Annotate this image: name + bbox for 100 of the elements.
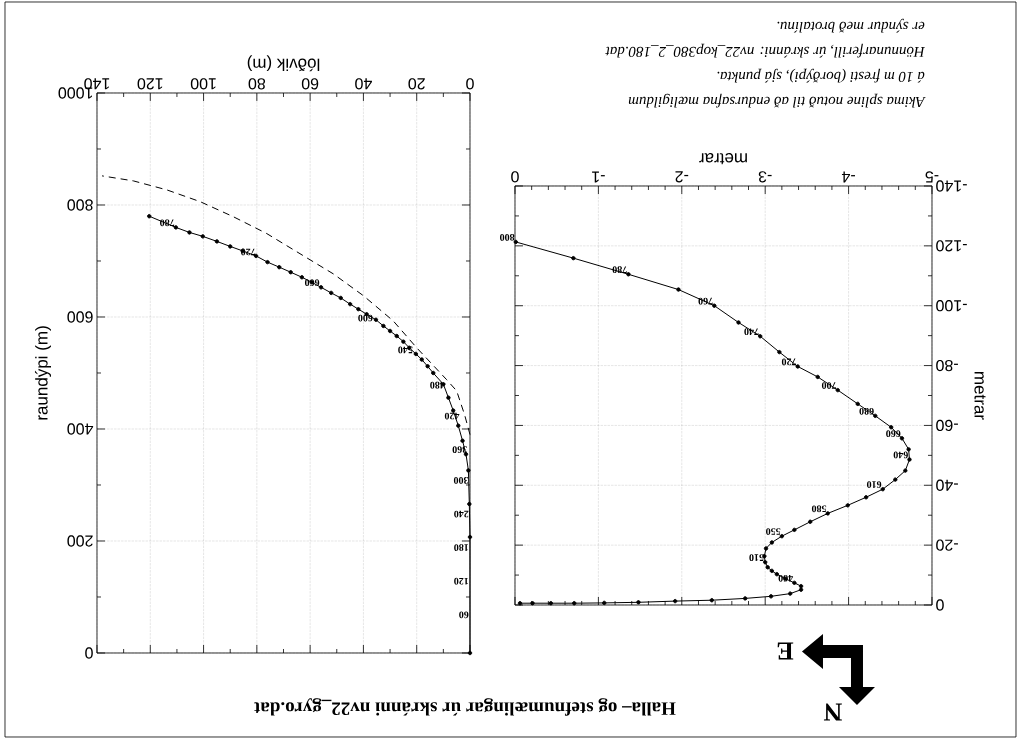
annotation: 720 <box>781 358 796 366</box>
x-tick-label: 100 <box>190 78 216 90</box>
y-tick-label: -120 <box>936 240 967 252</box>
point <box>795 364 800 369</box>
point <box>899 436 905 441</box>
y-tick-label: 200 <box>67 535 93 547</box>
point <box>855 401 860 407</box>
x-tick-label: 60 <box>301 78 319 90</box>
point <box>328 290 334 296</box>
annotation: 580 <box>811 505 827 513</box>
point <box>173 225 179 230</box>
point <box>572 601 577 606</box>
point <box>835 387 840 393</box>
x-tick-label: -4 <box>841 171 855 183</box>
annotation: 760 <box>698 297 713 305</box>
point <box>815 374 820 380</box>
y-tick-label: -60 <box>936 419 958 432</box>
point <box>712 303 717 308</box>
x-axis-title: lóðvik (m) <box>247 55 320 72</box>
point <box>467 534 473 540</box>
point <box>742 596 748 601</box>
point <box>460 438 465 443</box>
point <box>571 255 576 261</box>
point <box>736 320 741 325</box>
text: E <box>777 642 794 660</box>
annotation: 780 <box>160 219 175 227</box>
point <box>277 264 282 270</box>
point <box>602 600 607 606</box>
point <box>288 269 293 275</box>
point <box>798 583 804 589</box>
point <box>356 306 361 312</box>
point <box>228 244 233 249</box>
annotation: 640 <box>893 451 908 459</box>
point <box>466 468 471 473</box>
annotation: 610 <box>866 481 882 488</box>
annotation: 680 <box>859 407 874 415</box>
annotation: 420 <box>444 412 460 420</box>
point <box>765 565 770 570</box>
text: á 10 m fresti (borðýpi), sjá punkta. <box>717 68 925 83</box>
annotation: 660 <box>886 430 901 438</box>
y-tick-label: -20 <box>936 539 958 551</box>
point <box>530 601 535 606</box>
point <box>873 413 878 419</box>
point <box>757 334 763 339</box>
x-axis-title: metrar <box>699 153 747 165</box>
x-tick-label: 0 <box>511 171 519 183</box>
point <box>381 323 386 329</box>
annotation: 740 <box>744 328 759 336</box>
point <box>299 275 305 280</box>
point <box>907 457 912 462</box>
annotation: 510 <box>749 554 764 561</box>
point <box>147 213 152 219</box>
x-tick-label: 0 <box>466 78 474 90</box>
point <box>413 351 419 357</box>
point <box>769 540 775 545</box>
point <box>845 503 850 508</box>
point <box>387 328 393 334</box>
point <box>214 239 220 244</box>
annotation: 60 <box>459 611 469 619</box>
point <box>903 468 908 473</box>
x-tick-label: 80 <box>248 78 266 90</box>
annotation: 360 <box>452 446 467 453</box>
point <box>676 287 681 292</box>
point <box>401 339 406 344</box>
annotation: 120 <box>454 577 468 585</box>
point <box>769 568 775 574</box>
point <box>373 317 379 322</box>
annotation: 180 <box>454 544 468 551</box>
point <box>318 285 324 290</box>
point <box>808 519 813 524</box>
point <box>763 546 769 551</box>
point <box>456 423 461 428</box>
point <box>394 333 399 339</box>
point <box>467 650 473 656</box>
y-axis-title: metrar <box>974 372 986 420</box>
y-tick-label: 600 <box>67 311 93 323</box>
point <box>798 587 804 592</box>
point <box>792 580 797 586</box>
point <box>265 259 270 265</box>
point <box>626 272 631 277</box>
y-tick-label: -80 <box>936 359 958 372</box>
point <box>431 370 436 376</box>
point <box>768 594 774 599</box>
point <box>893 477 898 482</box>
point <box>636 600 641 605</box>
point <box>200 234 205 239</box>
point <box>672 598 678 604</box>
y-tick-label: -40 <box>936 479 958 491</box>
x-tick-label: -1 <box>592 171 605 183</box>
point <box>888 425 894 430</box>
annotation: 300 <box>453 477 469 484</box>
x-tick-label: -2 <box>675 171 689 183</box>
point <box>187 230 192 235</box>
point <box>338 295 343 301</box>
point <box>709 598 715 603</box>
point <box>863 495 869 500</box>
annotation: 780 <box>612 266 627 274</box>
y-tick-label: 400 <box>67 423 94 435</box>
point <box>419 357 424 362</box>
y-tick-label: 0 <box>85 647 93 659</box>
